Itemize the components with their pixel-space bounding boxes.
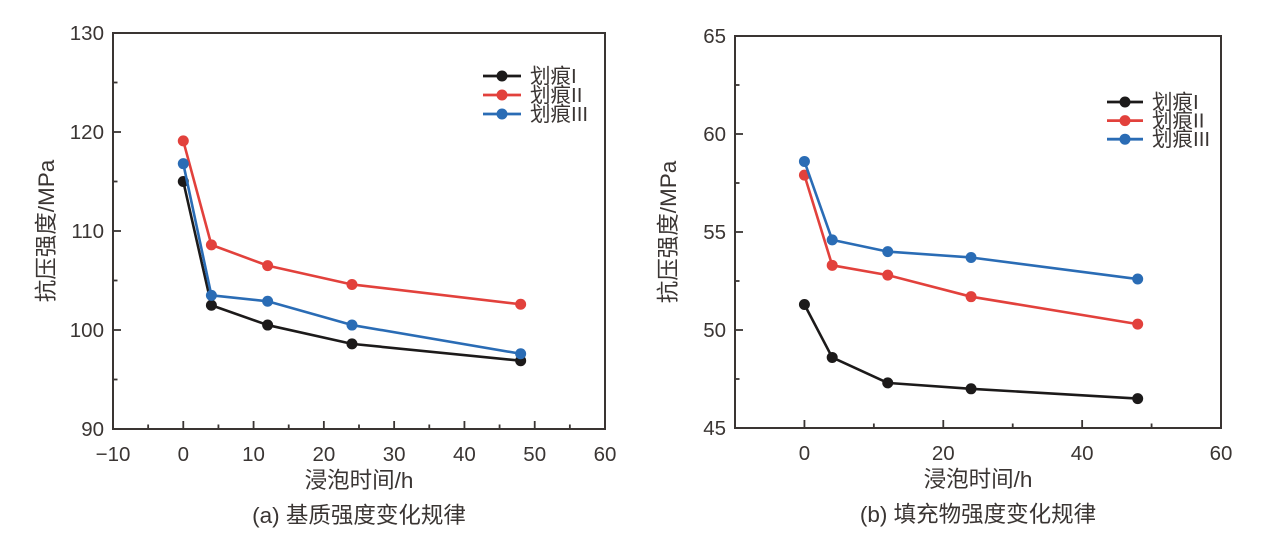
- data-point-划痕I: [798, 299, 810, 311]
- legend-marker: [496, 70, 508, 82]
- y-axis-label: 抗压强度/MPa: [34, 159, 59, 302]
- data-point-划痕II: [515, 298, 527, 310]
- data-point-划痕III: [205, 289, 217, 301]
- x-tick-label: 0: [178, 443, 189, 466]
- y-tick-label: 60: [703, 123, 726, 146]
- x-tick-label: 60: [1210, 442, 1233, 465]
- data-point-划痕I: [262, 319, 274, 331]
- x-tick-label: 20: [932, 442, 955, 465]
- data-point-划痕I: [882, 377, 894, 389]
- legend-label: 划痕II: [530, 84, 582, 107]
- chart-a: −10 0 10 20 30 40 50 60 90 100 110 120 130 浸泡时间/h 抗压强度…: [34, 22, 616, 528]
- legend-label: 划痕I: [530, 65, 577, 88]
- data-point-划痕I: [1132, 393, 1144, 405]
- legend-marker: [1119, 115, 1131, 127]
- legend-marker: [1119, 133, 1131, 145]
- legend-marker: [496, 89, 508, 101]
- plot-box: [734, 35, 1222, 429]
- x-tick-label: 40: [453, 443, 476, 466]
- legend-marker: [496, 108, 508, 120]
- x-tick-label: 10: [242, 443, 265, 466]
- data-point-划痕I: [346, 338, 358, 350]
- y-axis-label: 抗压强度/MPa: [656, 160, 681, 303]
- data-point-划痕II: [1132, 318, 1144, 330]
- legend-label: 划痕III: [530, 103, 588, 126]
- chart-caption: (a) 基质强度变化规律: [252, 503, 466, 528]
- data-point-划痕III: [1132, 273, 1144, 285]
- x-tick-label: 60: [594, 443, 617, 466]
- y-tick-label: 100: [70, 319, 104, 342]
- series-line-划痕I: [181, 180, 522, 362]
- data-point-划痕II: [262, 260, 274, 272]
- data-point-划痕II: [826, 259, 838, 271]
- data-point-划痕III: [882, 246, 894, 258]
- legend-label: 划痕III: [1152, 128, 1210, 151]
- data-point-划痕II: [882, 269, 894, 281]
- data-point-划痕II: [177, 135, 189, 147]
- data-point-划痕I: [205, 299, 217, 311]
- data-point-划痕I: [826, 351, 838, 363]
- chart-caption: (b) 填充物强度变化规律: [860, 502, 1096, 527]
- x-tick-label: 0: [799, 442, 810, 465]
- x-tick-label: 20: [312, 443, 335, 466]
- y-tick-label: 45: [703, 417, 726, 440]
- data-point-划痕II: [346, 278, 358, 290]
- y-tick-label: 50: [703, 319, 726, 342]
- chart-b: 0 20 40 60 45 50 55 60 65 浸泡时间/h 抗压强度/MPa (b) 填充物强度…: [656, 25, 1232, 527]
- y-tick-label: 65: [703, 25, 726, 48]
- data-point-划痕III: [515, 348, 527, 360]
- y-tick-label: 110: [71, 220, 104, 243]
- x-tick-label: 30: [383, 443, 406, 466]
- x-axis-label: 浸泡时间/h: [305, 468, 414, 493]
- y-tick-label: 55: [703, 221, 726, 244]
- data-point-划痕II: [205, 239, 217, 251]
- y-tick-label: 120: [70, 121, 104, 144]
- data-point-划痕II: [965, 291, 977, 303]
- y-tick-label: 130: [70, 22, 104, 45]
- data-point-划痕III: [346, 319, 358, 331]
- y-tick-label: 90: [81, 418, 104, 441]
- x-tick-label: 50: [523, 443, 546, 466]
- data-point-划痕I: [965, 383, 977, 395]
- x-tick-label: −10: [96, 443, 131, 466]
- legend-label: 划痕I: [1152, 91, 1199, 114]
- data-point-划痕III: [826, 234, 838, 246]
- legend-label: 划痕II: [1152, 110, 1204, 133]
- data-point-划痕III: [262, 295, 274, 307]
- x-tick-label: 40: [1071, 442, 1094, 465]
- data-point-划痕III: [798, 155, 810, 167]
- legend-marker: [1119, 96, 1131, 108]
- x-axis-label: 浸泡时间/h: [924, 467, 1033, 492]
- data-point-划痕III: [177, 158, 189, 170]
- data-point-划痕III: [965, 251, 977, 263]
